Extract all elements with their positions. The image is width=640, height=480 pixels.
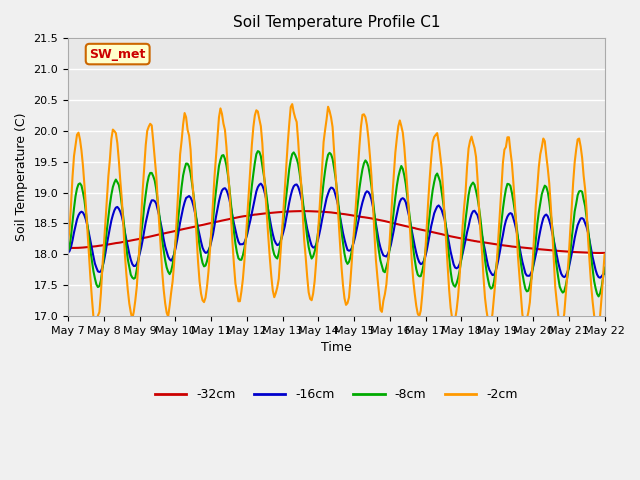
-16cm: [130, 263, 138, 269]
-16cm: [596, 275, 604, 281]
-8cm: [254, 148, 262, 154]
-8cm: [130, 276, 138, 282]
X-axis label: Time: Time: [321, 341, 351, 354]
-2cm: [572, 147, 580, 153]
Line: -32cm: -32cm: [68, 211, 605, 253]
-32cm: [242, 213, 250, 219]
-32cm: [224, 216, 232, 222]
-8cm: [601, 264, 609, 270]
-32cm: [298, 208, 305, 214]
-16cm: [251, 196, 259, 202]
-8cm: [595, 294, 602, 300]
-16cm: [64, 250, 72, 256]
Title: Soil Temperature Profile C1: Soil Temperature Profile C1: [232, 15, 440, 30]
-16cm: [242, 236, 250, 241]
-32cm: [251, 212, 259, 217]
-32cm: [300, 208, 308, 214]
-2cm: [300, 237, 308, 243]
-2cm: [593, 329, 601, 335]
-2cm: [130, 309, 138, 315]
-8cm: [572, 201, 580, 207]
-16cm: [572, 228, 580, 234]
Line: -16cm: -16cm: [68, 184, 605, 278]
-2cm: [289, 101, 296, 107]
-8cm: [251, 160, 259, 166]
-2cm: [224, 168, 232, 173]
Text: SW_met: SW_met: [90, 48, 146, 60]
-16cm: [224, 191, 232, 197]
-8cm: [64, 248, 72, 254]
-2cm: [242, 235, 250, 241]
-8cm: [224, 172, 232, 178]
Y-axis label: Soil Temperature (C): Soil Temperature (C): [15, 113, 28, 241]
-32cm: [130, 237, 138, 243]
-2cm: [601, 252, 609, 257]
-8cm: [242, 237, 250, 242]
-8cm: [300, 210, 308, 216]
-16cm: [601, 271, 609, 276]
-32cm: [601, 250, 609, 256]
-2cm: [64, 240, 72, 245]
-16cm: [257, 181, 265, 187]
Line: -8cm: -8cm: [68, 151, 605, 297]
-32cm: [595, 250, 602, 256]
-32cm: [64, 245, 72, 251]
-16cm: [300, 209, 308, 215]
Legend: -32cm, -16cm, -8cm, -2cm: -32cm, -16cm, -8cm, -2cm: [150, 384, 523, 407]
Line: -2cm: -2cm: [68, 104, 605, 332]
-2cm: [251, 112, 259, 118]
-32cm: [572, 249, 580, 255]
